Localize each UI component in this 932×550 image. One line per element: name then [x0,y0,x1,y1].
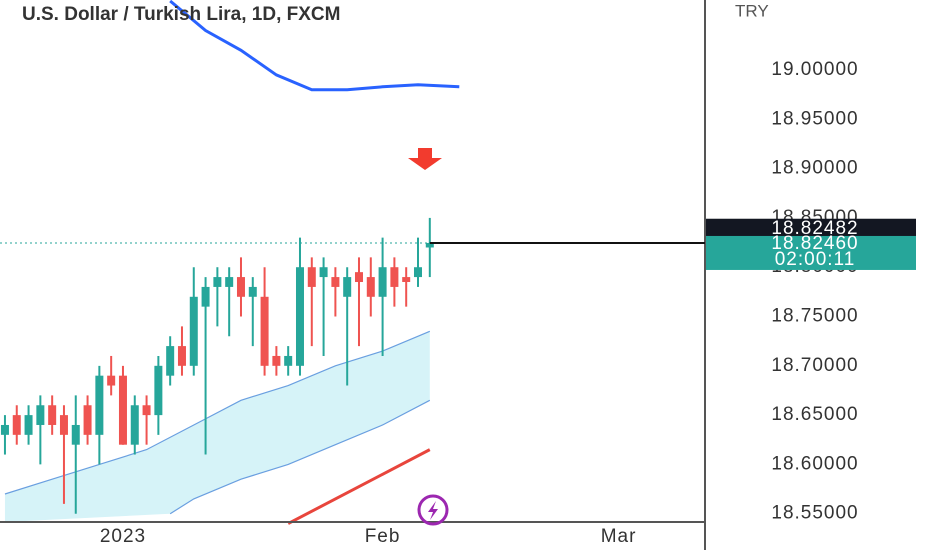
candle-body [343,277,352,297]
last-price-box [706,235,916,270]
candle-body [354,272,363,283]
y-tick-label: 18.95000 [771,108,858,129]
currency-label: TRY [735,1,769,20]
countdown-label: 02:00:11 [775,249,856,270]
candle-body [142,405,151,416]
candle-body [295,267,304,366]
candle-body [48,405,57,425]
candle-body [425,242,434,248]
candle-body [189,296,198,366]
band-fill [4,331,430,522]
candle-body [413,267,422,278]
indicator-line [287,448,431,525]
candle-body [272,355,281,366]
candle-body [378,267,387,297]
y-tick-label: 18.65000 [771,404,858,425]
y-tick-label: 18.55000 [771,503,858,524]
candle-body [402,277,411,283]
candle-body [236,277,245,297]
candle-body [59,415,68,435]
candle-body [177,346,186,366]
indicator-line [169,0,460,92]
y-tick-label: 18.90000 [771,158,858,179]
x-tick-label: 2023 [100,526,146,547]
chart-title: U.S. Dollar / Turkish Lira, 1D, FXCM [22,4,340,25]
candle-body [390,267,399,287]
candle-body [24,415,33,435]
candle-body [319,267,328,278]
y-tick-label: 18.70000 [771,355,858,376]
plot-area [0,0,460,525]
y-tick-label: 19.00000 [771,59,858,80]
y-tick-label: 18.60000 [771,453,858,474]
candle-body [213,277,222,287]
bid-price-box [706,218,916,237]
candle-body [107,375,116,386]
candle-body [260,296,269,366]
bid-price-label: 18.82482 [771,218,858,239]
candle-body [307,267,316,287]
candle-body [201,286,210,307]
lightning-icon [417,494,449,526]
lightning-icon [428,501,438,520]
band-lower [169,399,431,515]
candle-body [130,405,139,445]
candle-body [331,277,340,287]
x-tick-label: Feb [365,526,401,547]
candle-body [83,405,92,435]
last-price-label: 18.82460 [771,233,858,254]
candle-body [284,355,293,366]
sell-signal-arrow [408,148,442,170]
candle-body [166,346,175,376]
candle-body [366,277,375,297]
candle-body [71,424,80,445]
candle-body [225,277,234,287]
candle-body [118,375,127,445]
candle-body [0,424,9,435]
candle-body [248,286,257,297]
candle-body [36,405,45,425]
candle-body [12,415,21,435]
x-tick-label: Mar [601,526,637,547]
candle-body [95,375,104,435]
y-tick-label: 18.75000 [771,306,858,327]
candle-body [154,365,163,416]
